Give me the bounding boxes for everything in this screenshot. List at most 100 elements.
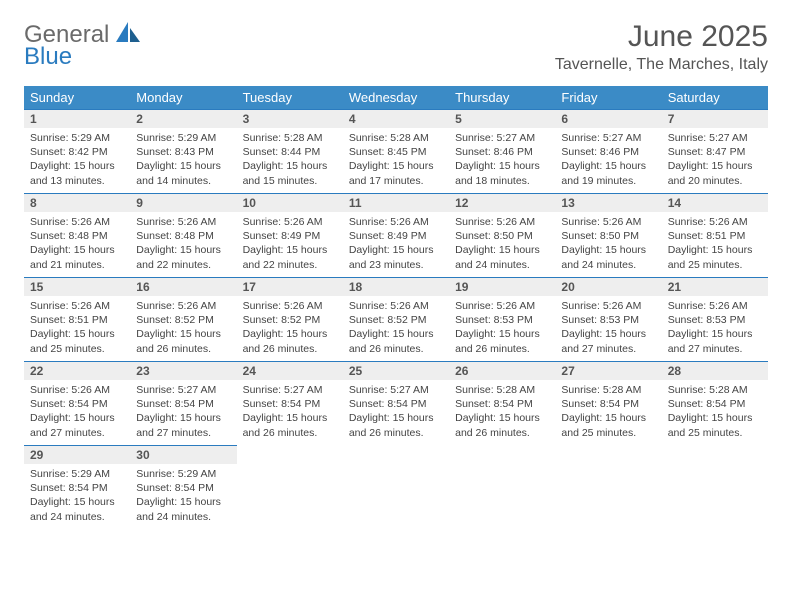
calendar-day-cell — [343, 445, 449, 529]
day-number: 3 — [237, 109, 343, 128]
day-number: 7 — [662, 109, 768, 128]
day-content: Sunrise: 5:29 AMSunset: 8:43 PMDaylight:… — [130, 128, 236, 192]
day-content: Sunrise: 5:26 AMSunset: 8:51 PMDaylight:… — [662, 212, 768, 276]
calendar-day-cell: 12Sunrise: 5:26 AMSunset: 8:50 PMDayligh… — [449, 193, 555, 277]
day-content: Sunrise: 5:27 AMSunset: 8:54 PMDaylight:… — [343, 380, 449, 444]
day-number: 30 — [130, 445, 236, 464]
logo-sail-icon — [116, 22, 140, 42]
calendar-table: SundayMondayTuesdayWednesdayThursdayFrid… — [24, 86, 768, 529]
day-content: Sunrise: 5:28 AMSunset: 8:54 PMDaylight:… — [662, 380, 768, 444]
day-content: Sunrise: 5:26 AMSunset: 8:53 PMDaylight:… — [449, 296, 555, 360]
calendar-day-cell: 5Sunrise: 5:27 AMSunset: 8:46 PMDaylight… — [449, 109, 555, 193]
calendar-day-cell — [237, 445, 343, 529]
day-number: 9 — [130, 193, 236, 212]
day-number: 19 — [449, 277, 555, 296]
weekday-header: Monday — [130, 86, 236, 109]
day-number: 4 — [343, 109, 449, 128]
day-number: 1 — [24, 109, 130, 128]
calendar-day-cell: 27Sunrise: 5:28 AMSunset: 8:54 PMDayligh… — [555, 361, 661, 445]
calendar-day-cell: 19Sunrise: 5:26 AMSunset: 8:53 PMDayligh… — [449, 277, 555, 361]
calendar-body: 1Sunrise: 5:29 AMSunset: 8:42 PMDaylight… — [24, 109, 768, 529]
calendar-day-cell: 14Sunrise: 5:26 AMSunset: 8:51 PMDayligh… — [662, 193, 768, 277]
day-number: 25 — [343, 361, 449, 380]
day-content: Sunrise: 5:27 AMSunset: 8:46 PMDaylight:… — [449, 128, 555, 192]
day-content: Sunrise: 5:26 AMSunset: 8:49 PMDaylight:… — [237, 212, 343, 276]
day-number: 2 — [130, 109, 236, 128]
calendar-day-cell: 15Sunrise: 5:26 AMSunset: 8:51 PMDayligh… — [24, 277, 130, 361]
logo: General Blue — [24, 20, 140, 69]
calendar-day-cell: 16Sunrise: 5:26 AMSunset: 8:52 PMDayligh… — [130, 277, 236, 361]
calendar-day-cell: 3Sunrise: 5:28 AMSunset: 8:44 PMDaylight… — [237, 109, 343, 193]
calendar-day-cell — [449, 445, 555, 529]
day-number: 26 — [449, 361, 555, 380]
day-content: Sunrise: 5:26 AMSunset: 8:53 PMDaylight:… — [555, 296, 661, 360]
day-number: 18 — [343, 277, 449, 296]
day-content: Sunrise: 5:26 AMSunset: 8:52 PMDaylight:… — [130, 296, 236, 360]
logo-text: General Blue — [24, 20, 140, 69]
calendar-day-cell: 9Sunrise: 5:26 AMSunset: 8:48 PMDaylight… — [130, 193, 236, 277]
day-content: Sunrise: 5:29 AMSunset: 8:54 PMDaylight:… — [24, 464, 130, 528]
calendar-day-cell: 20Sunrise: 5:26 AMSunset: 8:53 PMDayligh… — [555, 277, 661, 361]
day-content: Sunrise: 5:26 AMSunset: 8:52 PMDaylight:… — [343, 296, 449, 360]
day-number: 14 — [662, 193, 768, 212]
day-number: 17 — [237, 277, 343, 296]
day-number: 28 — [662, 361, 768, 380]
calendar-day-cell: 11Sunrise: 5:26 AMSunset: 8:49 PMDayligh… — [343, 193, 449, 277]
day-number: 13 — [555, 193, 661, 212]
calendar-day-cell: 4Sunrise: 5:28 AMSunset: 8:45 PMDaylight… — [343, 109, 449, 193]
calendar-day-cell: 17Sunrise: 5:26 AMSunset: 8:52 PMDayligh… — [237, 277, 343, 361]
day-number: 8 — [24, 193, 130, 212]
calendar-day-cell: 26Sunrise: 5:28 AMSunset: 8:54 PMDayligh… — [449, 361, 555, 445]
day-number: 5 — [449, 109, 555, 128]
day-number: 21 — [662, 277, 768, 296]
day-content: Sunrise: 5:26 AMSunset: 8:51 PMDaylight:… — [24, 296, 130, 360]
calendar-day-cell — [555, 445, 661, 529]
day-content: Sunrise: 5:28 AMSunset: 8:54 PMDaylight:… — [555, 380, 661, 444]
calendar-head: SundayMondayTuesdayWednesdayThursdayFrid… — [24, 86, 768, 109]
day-content: Sunrise: 5:29 AMSunset: 8:42 PMDaylight:… — [24, 128, 130, 192]
day-number: 6 — [555, 109, 661, 128]
calendar-week-row: 8Sunrise: 5:26 AMSunset: 8:48 PMDaylight… — [24, 193, 768, 277]
day-number: 10 — [237, 193, 343, 212]
weekday-header: Tuesday — [237, 86, 343, 109]
month-title: June 2025 — [555, 20, 768, 54]
calendar-week-row: 1Sunrise: 5:29 AMSunset: 8:42 PMDaylight… — [24, 109, 768, 193]
day-content: Sunrise: 5:28 AMSunset: 8:45 PMDaylight:… — [343, 128, 449, 192]
day-number: 22 — [24, 361, 130, 380]
day-number: 27 — [555, 361, 661, 380]
location: Tavernelle, The Marches, Italy — [555, 56, 768, 74]
calendar-week-row: 29Sunrise: 5:29 AMSunset: 8:54 PMDayligh… — [24, 445, 768, 529]
day-number: 24 — [237, 361, 343, 380]
day-number: 11 — [343, 193, 449, 212]
day-number: 29 — [24, 445, 130, 464]
calendar-day-cell: 18Sunrise: 5:26 AMSunset: 8:52 PMDayligh… — [343, 277, 449, 361]
calendar-week-row: 22Sunrise: 5:26 AMSunset: 8:54 PMDayligh… — [24, 361, 768, 445]
day-content: Sunrise: 5:29 AMSunset: 8:54 PMDaylight:… — [130, 464, 236, 528]
day-content: Sunrise: 5:28 AMSunset: 8:44 PMDaylight:… — [237, 128, 343, 192]
calendar-day-cell: 6Sunrise: 5:27 AMSunset: 8:46 PMDaylight… — [555, 109, 661, 193]
day-number: 12 — [449, 193, 555, 212]
day-content: Sunrise: 5:27 AMSunset: 8:54 PMDaylight:… — [237, 380, 343, 444]
header: General Blue June 2025 Tavernelle, The M… — [24, 20, 768, 74]
weekday-header: Wednesday — [343, 86, 449, 109]
day-content: Sunrise: 5:26 AMSunset: 8:53 PMDaylight:… — [662, 296, 768, 360]
day-content: Sunrise: 5:27 AMSunset: 8:46 PMDaylight:… — [555, 128, 661, 192]
day-content: Sunrise: 5:26 AMSunset: 8:49 PMDaylight:… — [343, 212, 449, 276]
calendar-day-cell: 23Sunrise: 5:27 AMSunset: 8:54 PMDayligh… — [130, 361, 236, 445]
weekday-header: Sunday — [24, 86, 130, 109]
day-content: Sunrise: 5:26 AMSunset: 8:52 PMDaylight:… — [237, 296, 343, 360]
day-content: Sunrise: 5:28 AMSunset: 8:54 PMDaylight:… — [449, 380, 555, 444]
day-content: Sunrise: 5:26 AMSunset: 8:50 PMDaylight:… — [449, 212, 555, 276]
day-number: 20 — [555, 277, 661, 296]
calendar-day-cell: 24Sunrise: 5:27 AMSunset: 8:54 PMDayligh… — [237, 361, 343, 445]
day-content: Sunrise: 5:26 AMSunset: 8:48 PMDaylight:… — [130, 212, 236, 276]
day-content: Sunrise: 5:27 AMSunset: 8:47 PMDaylight:… — [662, 128, 768, 192]
calendar-day-cell: 28Sunrise: 5:28 AMSunset: 8:54 PMDayligh… — [662, 361, 768, 445]
calendar-day-cell: 13Sunrise: 5:26 AMSunset: 8:50 PMDayligh… — [555, 193, 661, 277]
logo-blue: Blue — [24, 45, 140, 69]
calendar-page: General Blue June 2025 Tavernelle, The M… — [0, 0, 792, 549]
day-number: 23 — [130, 361, 236, 380]
day-content: Sunrise: 5:27 AMSunset: 8:54 PMDaylight:… — [130, 380, 236, 444]
calendar-day-cell: 7Sunrise: 5:27 AMSunset: 8:47 PMDaylight… — [662, 109, 768, 193]
weekday-row: SundayMondayTuesdayWednesdayThursdayFrid… — [24, 86, 768, 109]
